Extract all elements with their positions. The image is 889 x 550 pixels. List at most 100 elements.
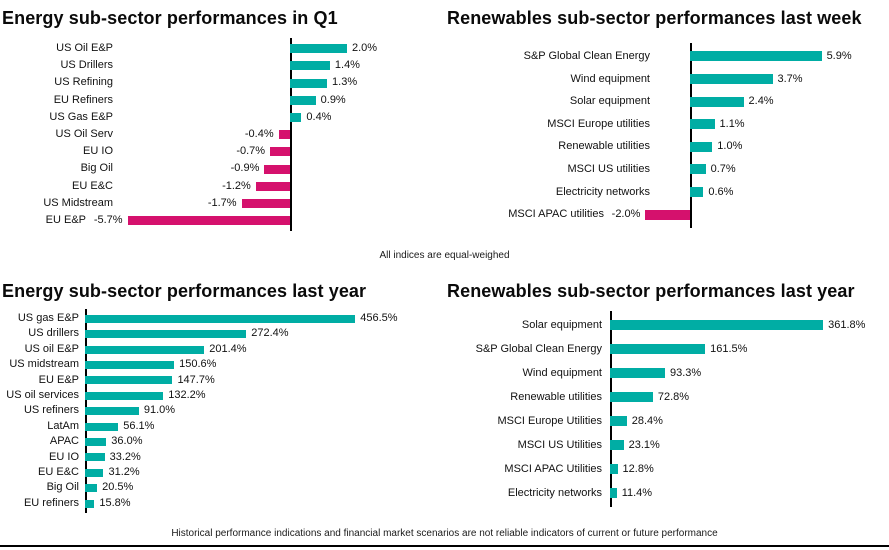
value-label: -1.7% (207, 196, 237, 209)
value-label: 31.2% (108, 466, 140, 478)
chart-renewables-last-week: Renewables sub-sector performances last … (445, 0, 889, 228)
category-label: EU IO (49, 450, 79, 463)
bar (85, 468, 104, 477)
category-label: LatAm (47, 419, 79, 432)
disclaimer-note: Historical performance indications and f… (171, 528, 718, 539)
category-label: Electricity networks (507, 487, 602, 499)
value-label: 456.5% (360, 312, 398, 324)
bar (127, 216, 290, 226)
value-label: 1.0% (717, 140, 743, 153)
value-label: 56.1% (123, 419, 155, 432)
category-label: EU E&C (38, 466, 79, 478)
plot-area: S&P Global Clean Energy 5.9% Wind equipmen… (445, 43, 889, 230)
bar (290, 95, 316, 105)
chart-energy-q1: Energy sub-sector performances in Q1 US … (0, 0, 444, 232)
value-label: 5.9% (826, 50, 852, 62)
plot-area: US Oil E&P 2.0% US Drillers 1.4% US Refining… (0, 38, 444, 233)
category-label: Solar equipment (569, 95, 650, 108)
bar (270, 147, 290, 157)
value-label: 91.0% (143, 404, 176, 417)
value-label: 20.5% (102, 481, 134, 494)
bar (610, 464, 618, 474)
category-label: Renewable utilities (558, 140, 650, 153)
bar (85, 437, 107, 446)
value-label: 28.4% (631, 415, 663, 427)
bar (690, 119, 715, 130)
value-label: 147.7% (177, 373, 215, 386)
category-label: US oil E&P (24, 342, 79, 355)
value-label: 161.5% (710, 343, 748, 355)
value-label: 272.4% (251, 327, 289, 340)
category-label: MSCI Europe utilities (547, 117, 650, 130)
bar (690, 73, 773, 84)
category-label: MSCI APAC Utilities (504, 463, 602, 475)
bar (85, 314, 356, 323)
category-label: EU refiners (23, 496, 79, 509)
category-label: US Refining (54, 76, 113, 89)
value-label: 1.4% (334, 59, 360, 72)
zero-axis-line (690, 43, 692, 228)
bar (690, 96, 744, 107)
value-label: -0.9% (230, 162, 260, 175)
value-label: 93.3% (669, 367, 702, 379)
bar (290, 61, 330, 71)
category-label: US Oil E&P (56, 42, 113, 54)
bar (85, 499, 95, 508)
bar (85, 360, 175, 369)
category-label: EU IO (83, 145, 113, 158)
value-label: 2.4% (748, 95, 774, 108)
category-label: MSCI US utilities (567, 163, 650, 175)
zero-axis-line (610, 311, 612, 507)
bar (85, 453, 105, 462)
category-label: US Drillers (60, 59, 113, 72)
bar (690, 51, 822, 62)
category-label: Big Oil (46, 481, 79, 494)
bar (85, 484, 98, 493)
value-label: 72.8% (657, 391, 690, 403)
value-label: 361.8% (828, 319, 866, 331)
value-label: 150.6% (179, 358, 217, 371)
bar (645, 209, 690, 220)
bar (610, 392, 653, 402)
bottom-divider (0, 545, 889, 547)
value-label: 11.4% (621, 487, 653, 499)
category-label: Solar equipment (521, 319, 602, 331)
bar (610, 416, 627, 426)
category-label: Big Oil (80, 162, 113, 175)
value-label: 0.4% (306, 110, 332, 123)
category-label: US Oil Serv (55, 128, 113, 140)
category-label: EU E&C (72, 179, 113, 192)
category-label: MSCI APAC utilities (508, 208, 604, 221)
value-label: 2.0% (352, 42, 378, 54)
category-label: US Midstream (43, 196, 113, 209)
chart-title: Renewables sub-sector performances last … (447, 8, 862, 28)
category-label: US midstream (9, 358, 79, 371)
value-label: 132.2% (168, 389, 206, 401)
category-label: Wind equipment (570, 72, 651, 85)
bar (610, 440, 624, 450)
bar (85, 391, 164, 400)
category-label: US drillers (28, 327, 79, 340)
category-label: MSCI US Utilities (517, 439, 602, 451)
category-label: US refiners (23, 404, 79, 417)
chart-energy-last-year: Energy sub-sector performances last year… (0, 273, 444, 514)
value-label: -2.0% (611, 208, 641, 221)
category-label: S&P Global Clean Energy (475, 343, 602, 355)
value-label: -1.2% (222, 179, 251, 192)
bar (610, 488, 617, 498)
category-label: Renewable utilities (510, 391, 602, 403)
bar (255, 181, 290, 191)
value-label: 0.9% (320, 93, 346, 106)
bar (610, 344, 706, 354)
bar (290, 78, 328, 88)
bar (290, 112, 302, 122)
bar (690, 186, 704, 197)
zero-axis-line (290, 38, 292, 232)
category-label: MSCI Europe Utilities (497, 415, 602, 427)
bar (85, 422, 119, 431)
chart-renewables-last-year: Renewables sub-sector performances last … (445, 273, 889, 507)
bar (610, 368, 665, 378)
value-label: 23.1% (628, 439, 660, 451)
bar (264, 164, 290, 174)
category-label: S&P Global Clean Energy (523, 50, 650, 62)
